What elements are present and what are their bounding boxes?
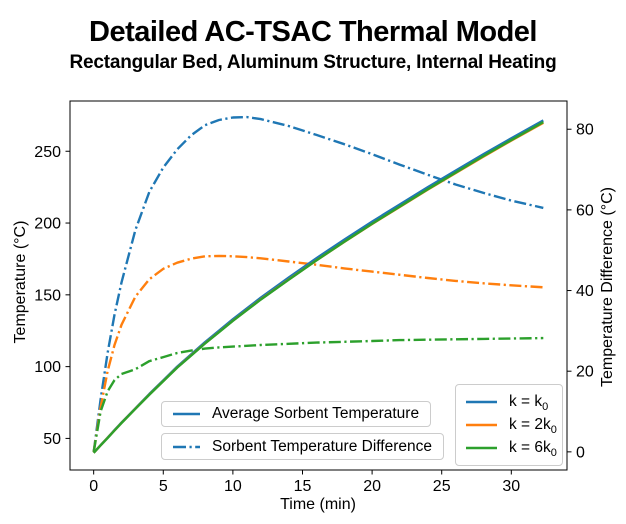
legend-label: k = k0 [509, 392, 549, 413]
chart-subtitle: Rectangular Bed, Aluminum Structure, Int… [69, 52, 557, 73]
y-tick-label-left: 100 [34, 359, 61, 376]
6k0-line-sample [466, 447, 497, 450]
k0-line-sample [466, 400, 497, 403]
axes-frame [69, 100, 568, 471]
legend-label: k = 6k0 [509, 439, 557, 460]
chart-title: Detailed AC-TSAC Thermal Model [89, 16, 537, 48]
x-tick-label: 5 [159, 478, 168, 495]
x-tick-label: 0 [89, 478, 98, 495]
y-tick-label-left: 250 [34, 144, 61, 161]
x-tick-label: 20 [363, 478, 381, 495]
y-tick-label-left: 200 [34, 216, 61, 233]
y-tick-label-left: 150 [34, 287, 61, 304]
legend-item-k0: k = k0 [466, 392, 549, 413]
y-tick-label-right: 20 [576, 364, 594, 381]
y-tick-label-left: 50 [43, 431, 61, 448]
legend-label: Average Sorbent Temperature [212, 405, 420, 422]
series-tdiff-6k0 [92, 336, 544, 453]
y-tick-label-right: 60 [576, 202, 594, 219]
series-avg-temp-6k0 [92, 121, 544, 454]
x-axis-label: Time (min) [280, 496, 356, 513]
solid-line-sample [173, 412, 200, 416]
legend-label: Sorbent Temperature Difference [212, 437, 432, 455]
legend-label: k = 2k0 [509, 415, 557, 437]
series-tdiff-2k0 [92, 254, 544, 453]
y-axis-label-left: Temperature (°C) [12, 220, 29, 344]
2k0-line-sample [466, 423, 497, 427]
legend-sorbent-temperature-difference: Sorbent Temperature Difference [161, 433, 444, 460]
x-tick-label: 15 [294, 478, 312, 495]
legend-conductivity: k = k0 k = 2k0 k = 6k0 [455, 384, 563, 466]
legend-item-2k0: k = 2k0 [466, 415, 557, 437]
legend-item-6k0: k = 6k0 [466, 439, 557, 460]
y-tick-label-right: 80 [576, 122, 594, 139]
y-tick-label-right: 0 [576, 444, 585, 461]
legend-average-sorbent-temperature: Average Sorbent Temperature [161, 401, 432, 427]
y-axis-label-right: Temperature Difference (°C) [599, 187, 616, 387]
y-tick-label-right: 40 [576, 283, 594, 300]
dashdot-line-sample [173, 445, 200, 448]
x-tick-label: 30 [502, 478, 520, 495]
series-tdiff-k0 [92, 115, 544, 453]
x-tick-label: 25 [433, 478, 451, 495]
x-tick-label: 10 [224, 478, 242, 495]
